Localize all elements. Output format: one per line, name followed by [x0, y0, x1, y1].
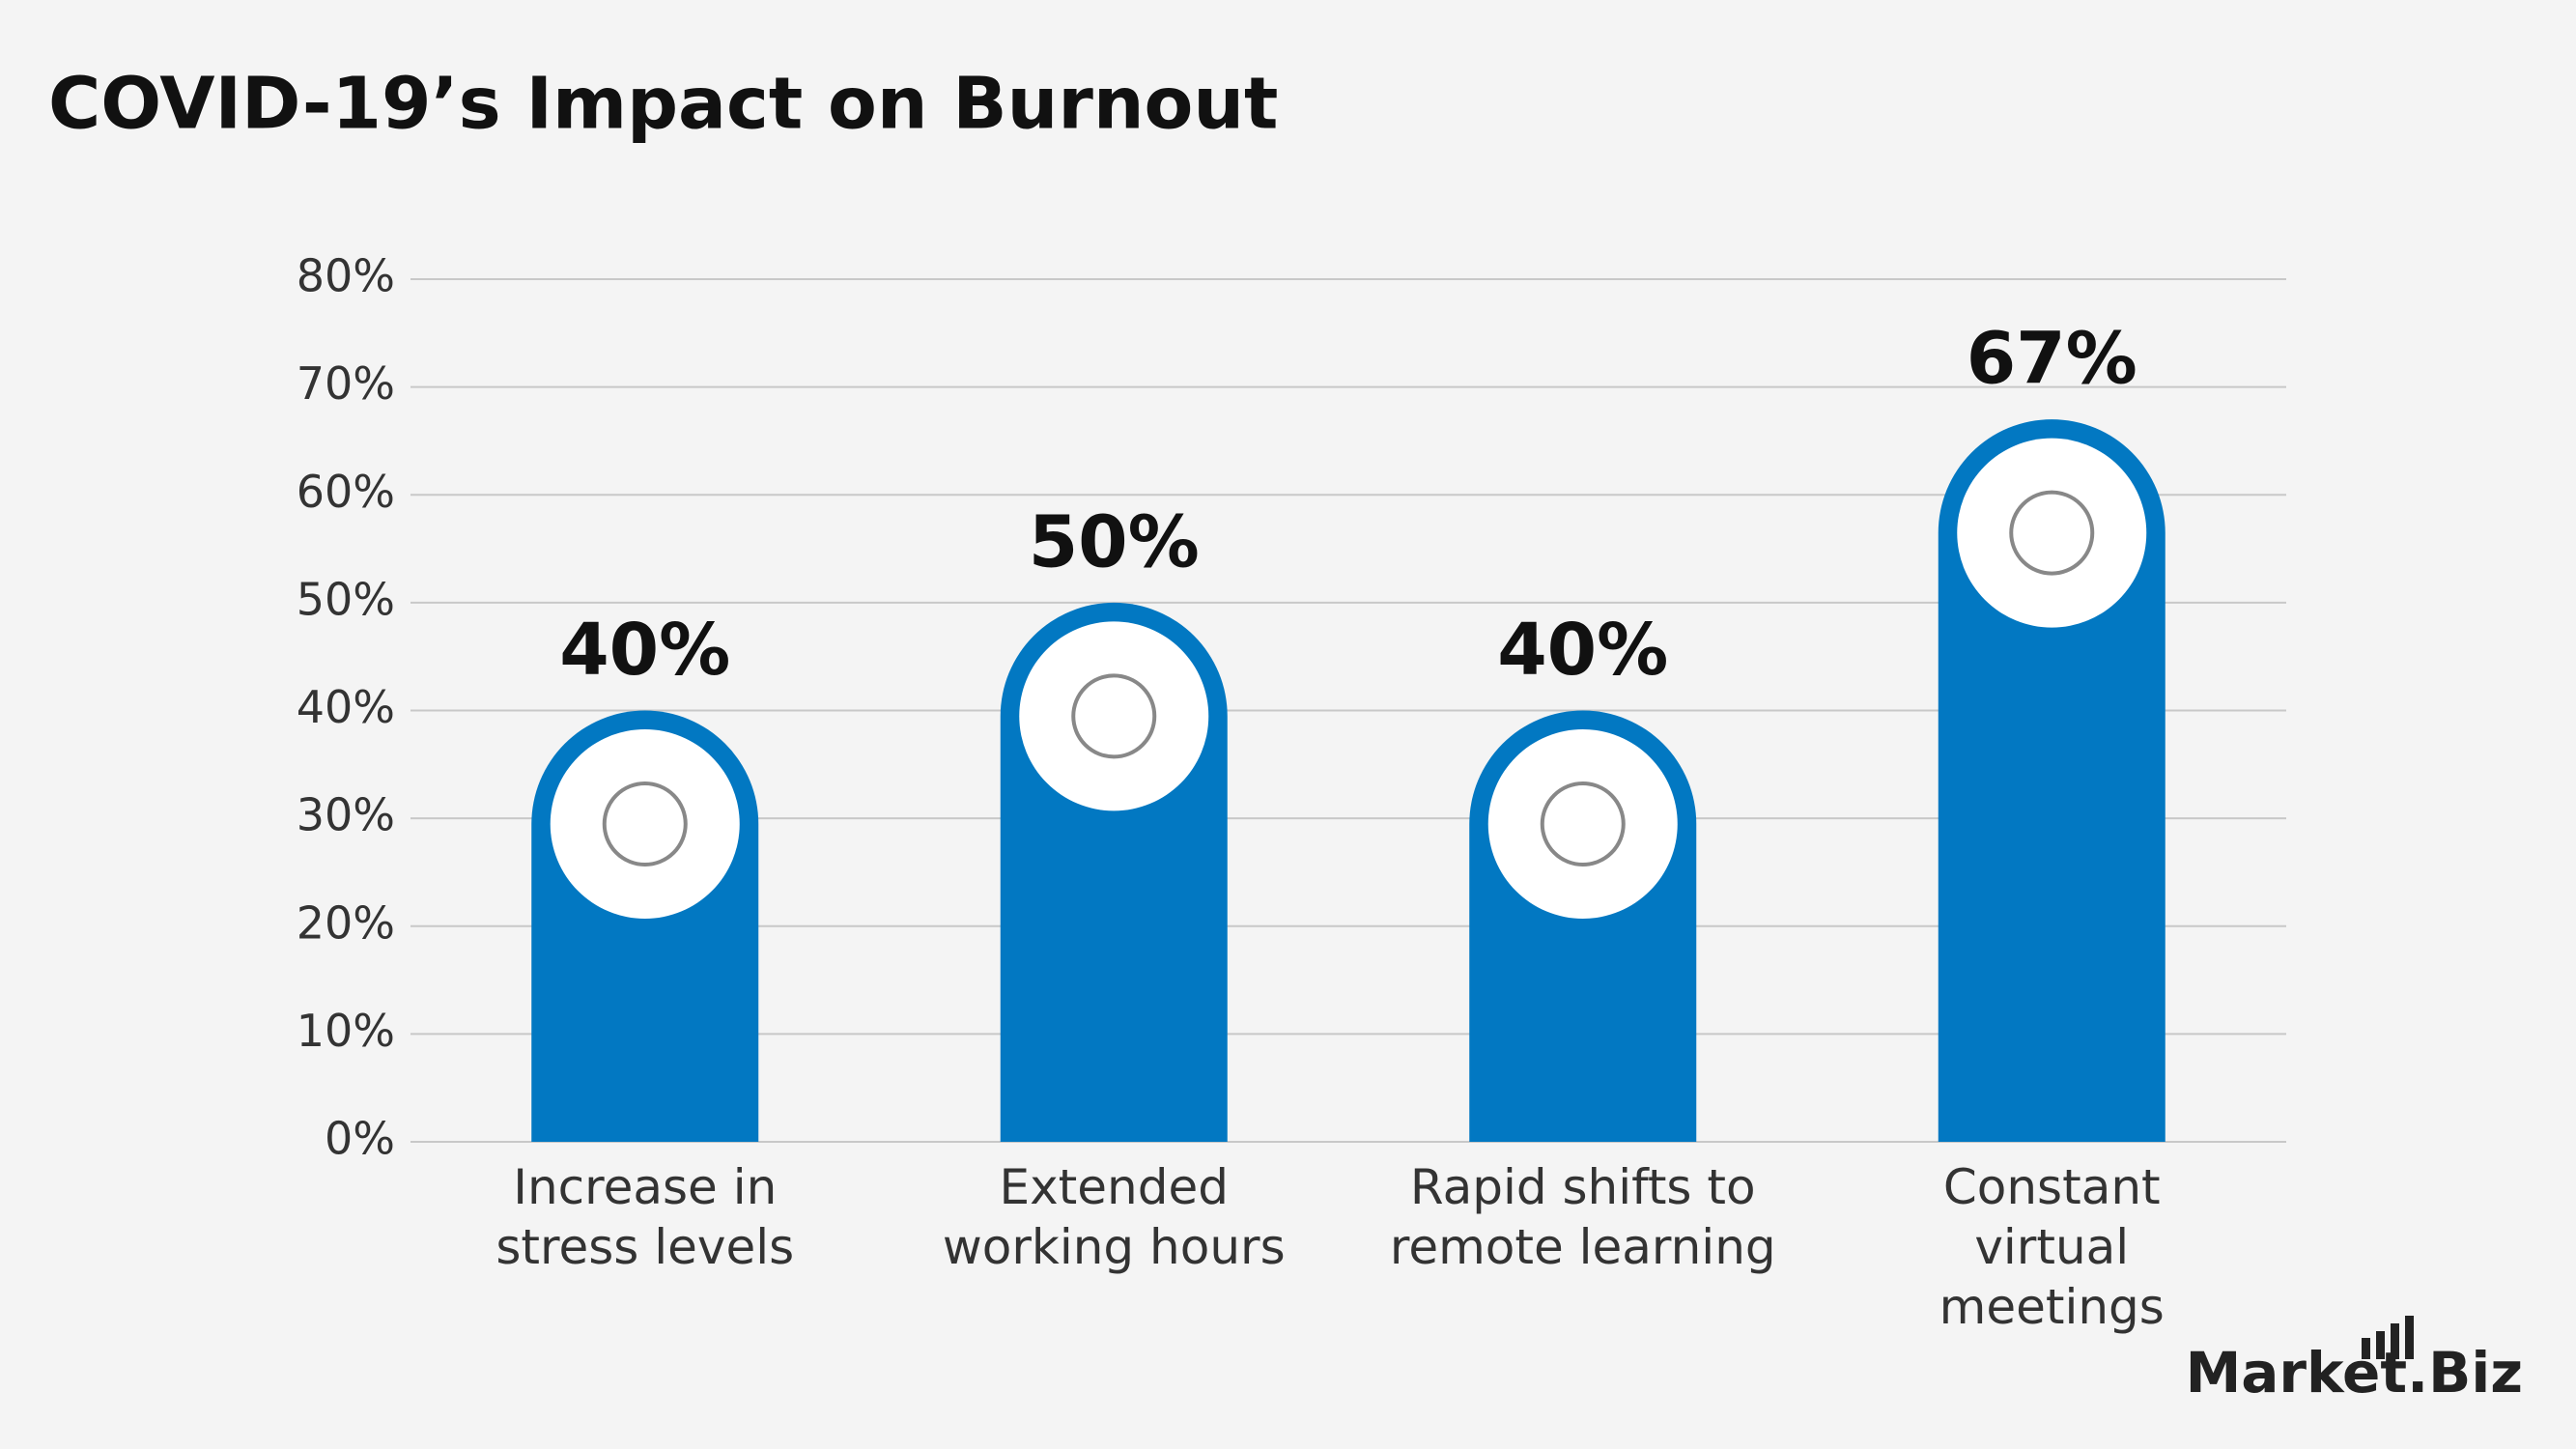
value-label: 50% — [1029, 500, 1200, 583]
icon — [1071, 673, 1157, 759]
y-tick-label: 20% — [297, 896, 395, 949]
brand: Market.Biz — [2186, 1340, 2523, 1406]
icon — [602, 781, 688, 867]
y-tick-label: 0% — [325, 1113, 395, 1165]
y-tick-label: 30% — [297, 789, 395, 841]
icon-badge — [1019, 621, 1209, 811]
icon-badge — [550, 729, 740, 919]
y-tick-label: 70% — [297, 357, 395, 410]
x-tick-label: Constant virtual meetings — [1939, 1159, 2165, 1335]
y-tick-label: 10% — [297, 1005, 395, 1057]
value-label: 67% — [1967, 318, 2137, 401]
y-tick-label: 50% — [297, 573, 395, 625]
x-tick-label: Extended working hours — [943, 1159, 1286, 1275]
y-tick-label: 80% — [297, 250, 395, 302]
icon-badge — [1957, 438, 2147, 628]
icon — [2009, 490, 2095, 576]
y-tick-label: 60% — [297, 466, 395, 518]
value-label: 40% — [1497, 609, 1668, 692]
icon — [1540, 781, 1626, 867]
x-tick-label: Increase in stress levels — [495, 1159, 794, 1275]
y-tick-label: 40% — [297, 681, 395, 733]
value-label: 40% — [559, 609, 730, 692]
icon-badge — [1487, 729, 1678, 919]
brand-logo: Market.Biz — [2186, 1316, 2523, 1406]
x-tick-label: Rapid shifts to remote learning — [1390, 1159, 1776, 1275]
chart-title: COVID-19’s Impact on Burnout — [48, 63, 1278, 146]
